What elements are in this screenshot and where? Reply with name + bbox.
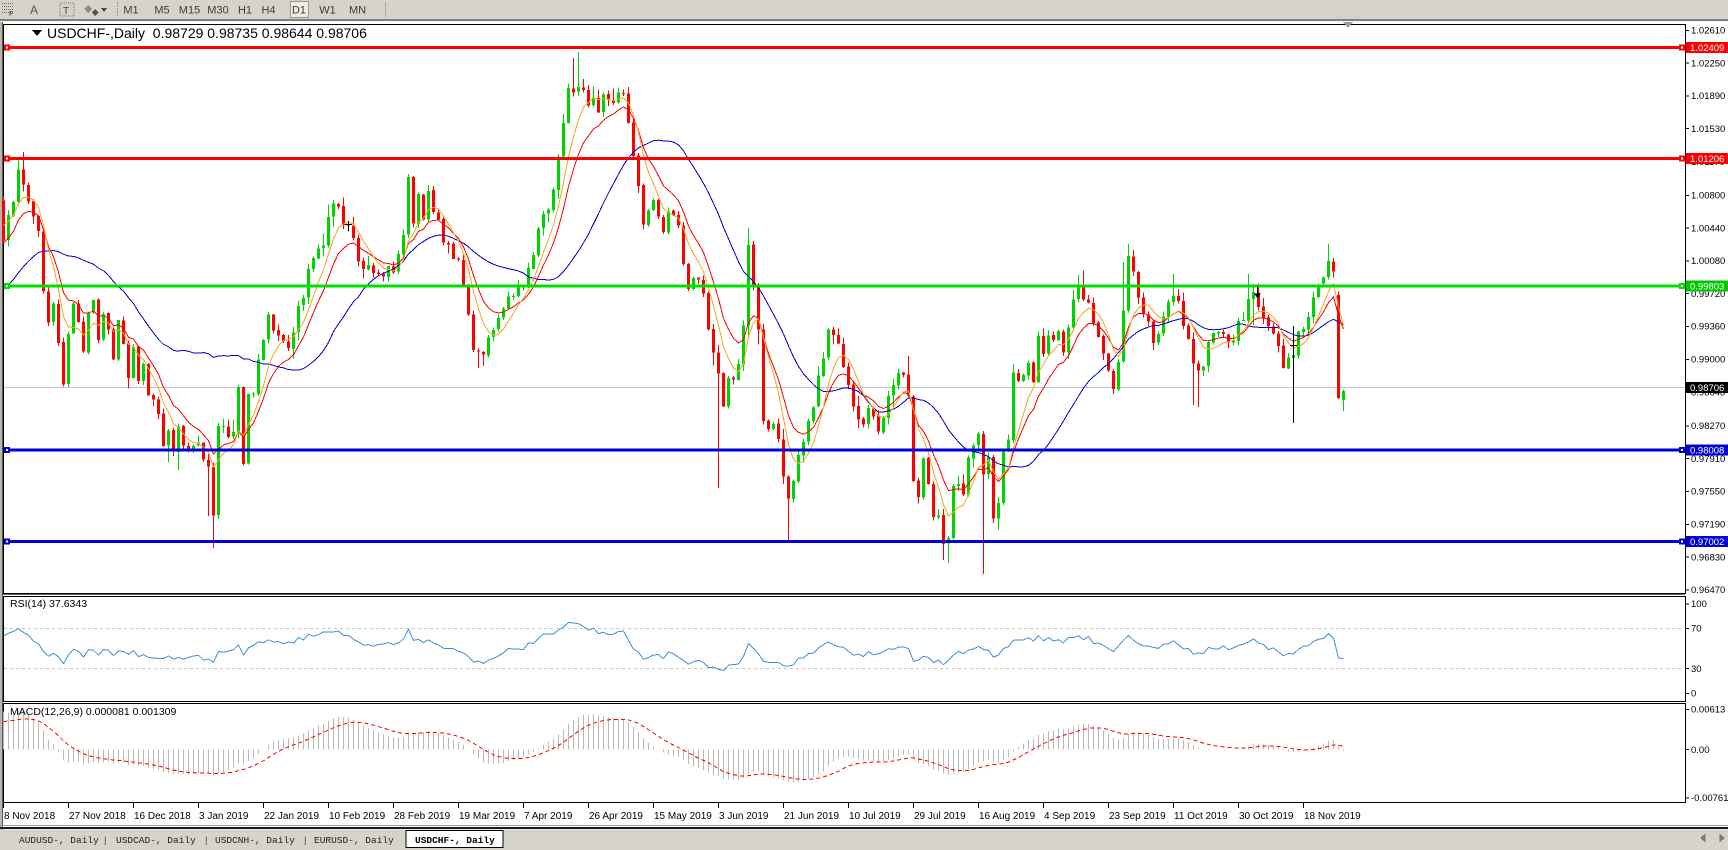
svg-text:USDCAD-, Daily: USDCAD-, Daily (116, 835, 196, 846)
svg-text:30: 30 (1691, 664, 1702, 675)
svg-text:RSI(14) 37.6343: RSI(14) 37.6343 (10, 598, 87, 610)
svg-text:3 Jun 2019: 3 Jun 2019 (719, 811, 769, 822)
svg-text:0.96470: 0.96470 (1691, 585, 1725, 596)
svg-text:1.01530: 1.01530 (1691, 124, 1725, 135)
svg-text:29 Jul 2019: 29 Jul 2019 (914, 811, 966, 822)
svg-text:22 Jan 2019: 22 Jan 2019 (264, 811, 319, 822)
svg-text:1.01206: 1.01206 (1690, 154, 1724, 165)
svg-text:M5: M5 (154, 5, 169, 17)
svg-text:26 Apr 2019: 26 Apr 2019 (589, 811, 643, 822)
svg-text:10 Feb 2019: 10 Feb 2019 (329, 811, 386, 822)
svg-text:3 Jan 2019: 3 Jan 2019 (199, 811, 249, 822)
svg-text:0.98008: 0.98008 (1690, 445, 1724, 456)
svg-text:1.02409: 1.02409 (1690, 43, 1724, 54)
svg-text:7 Apr 2019: 7 Apr 2019 (524, 811, 573, 822)
svg-text:18 Nov 2019: 18 Nov 2019 (1304, 811, 1361, 822)
svg-text:|: | (304, 835, 306, 846)
svg-text:10 Jul 2019: 10 Jul 2019 (849, 811, 901, 822)
svg-text:0.98640: 0.98640 (1691, 387, 1725, 398)
svg-text:F: F (9, 11, 13, 18)
svg-text:A: A (30, 3, 38, 17)
svg-text:EURUSD-, Daily: EURUSD-, Daily (314, 835, 394, 846)
svg-text:28 Feb 2019: 28 Feb 2019 (394, 811, 451, 822)
svg-text:1.00080: 1.00080 (1691, 256, 1725, 267)
svg-text:0.97002: 0.97002 (1690, 537, 1724, 548)
svg-text:0.98270: 0.98270 (1691, 421, 1725, 432)
svg-text:1.02610: 1.02610 (1691, 26, 1725, 37)
svg-text:0.00: 0.00 (1691, 745, 1710, 756)
svg-text:0: 0 (1691, 689, 1696, 700)
svg-text:0.99360: 0.99360 (1691, 322, 1725, 333)
svg-text:1.00800: 1.00800 (1691, 191, 1725, 202)
svg-text:USDCHF-, Daily: USDCHF-, Daily (415, 835, 495, 846)
svg-text:19 Mar 2019: 19 Mar 2019 (459, 811, 516, 822)
svg-text:0.96830: 0.96830 (1691, 552, 1725, 563)
svg-text:M15: M15 (179, 5, 200, 17)
svg-text:0.97190: 0.97190 (1691, 520, 1725, 531)
svg-text:27 Nov 2018: 27 Nov 2018 (69, 811, 126, 822)
svg-text:15 May 2019: 15 May 2019 (654, 811, 712, 822)
svg-text:|: | (104, 835, 106, 846)
svg-text:H4: H4 (261, 5, 275, 17)
svg-text:M1: M1 (123, 5, 138, 17)
svg-text:-0.0076120: -0.0076120 (1691, 793, 1728, 804)
svg-text:MN: MN (349, 5, 366, 17)
svg-text:1.02250: 1.02250 (1691, 58, 1725, 69)
svg-text:11 Oct 2019: 11 Oct 2019 (1174, 811, 1228, 822)
svg-text:21 Jun 2019: 21 Jun 2019 (784, 811, 839, 822)
svg-text:MACD(12,26,9) 0.000081 0.00130: MACD(12,26,9) 0.000081 0.001309 (10, 706, 177, 718)
svg-text:0.00613: 0.00613 (1691, 705, 1725, 716)
svg-text:|: | (205, 835, 207, 846)
svg-text:1.00440: 1.00440 (1691, 223, 1725, 234)
svg-text:1.01890: 1.01890 (1691, 91, 1725, 102)
svg-text:T: T (63, 6, 69, 17)
svg-text:H1: H1 (238, 5, 252, 17)
svg-text:USDCNH-, Daily: USDCNH-, Daily (215, 835, 295, 846)
svg-text:0.99803: 0.99803 (1690, 281, 1724, 292)
svg-text:16 Dec 2018: 16 Dec 2018 (134, 811, 191, 822)
svg-text:100: 100 (1691, 599, 1707, 610)
svg-text:4 Sep 2019: 4 Sep 2019 (1044, 811, 1096, 822)
svg-text:23 Sep 2019: 23 Sep 2019 (1109, 811, 1166, 822)
svg-text:0.97910: 0.97910 (1691, 454, 1725, 465)
svg-text:0.98706: 0.98706 (1690, 383, 1724, 394)
svg-text:30 Oct 2019: 30 Oct 2019 (1239, 811, 1294, 822)
svg-text:0.99720: 0.99720 (1691, 289, 1725, 300)
svg-text:USDCHF-,Daily 0.98729 0.98735: USDCHF-,Daily 0.98729 0.98735 0.98644 0.… (47, 25, 367, 41)
svg-text:0.99000: 0.99000 (1691, 355, 1725, 366)
svg-text:AUDUSD-, Daily: AUDUSD-, Daily (19, 835, 99, 846)
svg-text:D1: D1 (292, 5, 306, 17)
svg-text:M30: M30 (207, 5, 228, 17)
svg-text:0.97550: 0.97550 (1691, 487, 1725, 498)
svg-text:70: 70 (1691, 624, 1702, 635)
svg-text:16 Aug 2019: 16 Aug 2019 (979, 811, 1036, 822)
svg-text:W1: W1 (319, 5, 336, 17)
svg-text:8 Nov 2018: 8 Nov 2018 (4, 811, 56, 822)
